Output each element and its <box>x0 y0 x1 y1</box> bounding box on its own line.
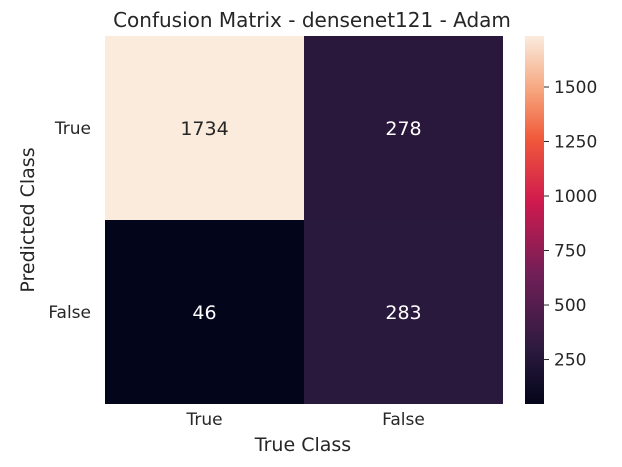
colorbar-tick-label: 1500 <box>554 78 597 98</box>
cell-value-label: 46 <box>192 302 216 324</box>
x-tick-label: False <box>382 410 425 430</box>
y-tick-label: False <box>48 303 91 323</box>
cell-value-label: 278 <box>385 118 421 140</box>
y-tick-label: True <box>54 119 91 139</box>
heatmap-cells: 1734 278 46 283 <box>105 36 503 404</box>
colorbar-ticks: 250 500 750 1000 1250 1500 <box>544 78 597 371</box>
cell-value-label: 1734 <box>180 118 228 140</box>
chart-title: Confusion Matrix - densenet121 - Adam <box>113 8 511 32</box>
x-tick-label: True <box>185 410 222 430</box>
colorbar-tick-label: 1250 <box>554 133 597 153</box>
colorbar-tick-label: 1000 <box>554 187 597 207</box>
x-axis-label: True Class <box>254 434 351 456</box>
heatmap-cell <box>105 220 304 404</box>
cell-value-label: 283 <box>385 302 421 324</box>
colorbar-tick-label: 500 <box>554 296 586 316</box>
heatmap-cell <box>304 36 503 220</box>
y-tick-labels: True False <box>48 119 91 323</box>
colorbar-tick-label: 250 <box>554 351 586 371</box>
colorbar <box>525 36 544 404</box>
heatmap-cell <box>105 36 304 220</box>
colorbar-tick-label: 750 <box>554 242 586 262</box>
x-tick-labels: True False <box>185 410 424 430</box>
heatmap-cell <box>304 220 503 404</box>
y-axis-label: Predicted Class <box>17 147 39 292</box>
